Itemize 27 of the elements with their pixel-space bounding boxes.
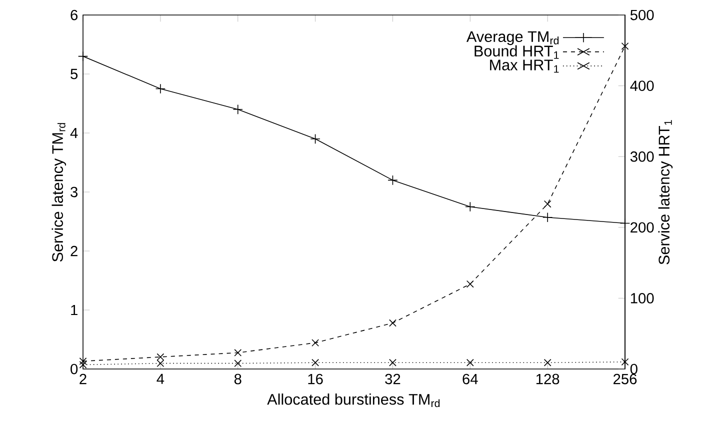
y-tick-label: 2 xyxy=(70,246,78,256)
legend-label: Bound HRT$_{1}$ xyxy=(474,45,559,59)
x-tick-label: 64 xyxy=(462,374,478,384)
legend-label: Average TM$_{rd}$ xyxy=(466,31,559,46)
x-tick-label: 16 xyxy=(308,374,323,384)
x-tick-label: 32 xyxy=(385,374,400,384)
y-tick-label: 0 xyxy=(70,364,78,374)
y2-tick-label: 500 xyxy=(630,10,654,20)
y-tick-label: 1 xyxy=(71,304,78,316)
x-tick-label: 8 xyxy=(234,374,242,384)
y2-tick-label: 0 xyxy=(630,364,638,374)
y-axis-title: Service latency TM$_{rd}$ xyxy=(52,123,66,262)
y-tick-label: 5 xyxy=(70,68,78,80)
x-tick-label: 2 xyxy=(80,374,86,384)
x-tick-label: 4 xyxy=(156,374,164,384)
y2-tick-label: 200 xyxy=(630,222,654,233)
y-tick-label: 6 xyxy=(70,10,78,20)
y2-tick-label: 300 xyxy=(630,151,654,162)
x-tick-label: 256 xyxy=(614,374,637,384)
y2-tick-label: 400 xyxy=(630,80,654,91)
y2-tick-label: 100 xyxy=(630,293,654,304)
x-axis-title: Allocated burstiness TM$_{rd}$ xyxy=(267,394,440,408)
y-tick-label: 4 xyxy=(70,128,78,138)
y2-axis-title: Service latency HRT$_{1}$ xyxy=(658,120,673,264)
legend-label: Max HRT$_{1}$ xyxy=(490,60,559,73)
x-tick-label: 128 xyxy=(536,374,560,384)
y-tick-label: 3 xyxy=(70,186,78,198)
